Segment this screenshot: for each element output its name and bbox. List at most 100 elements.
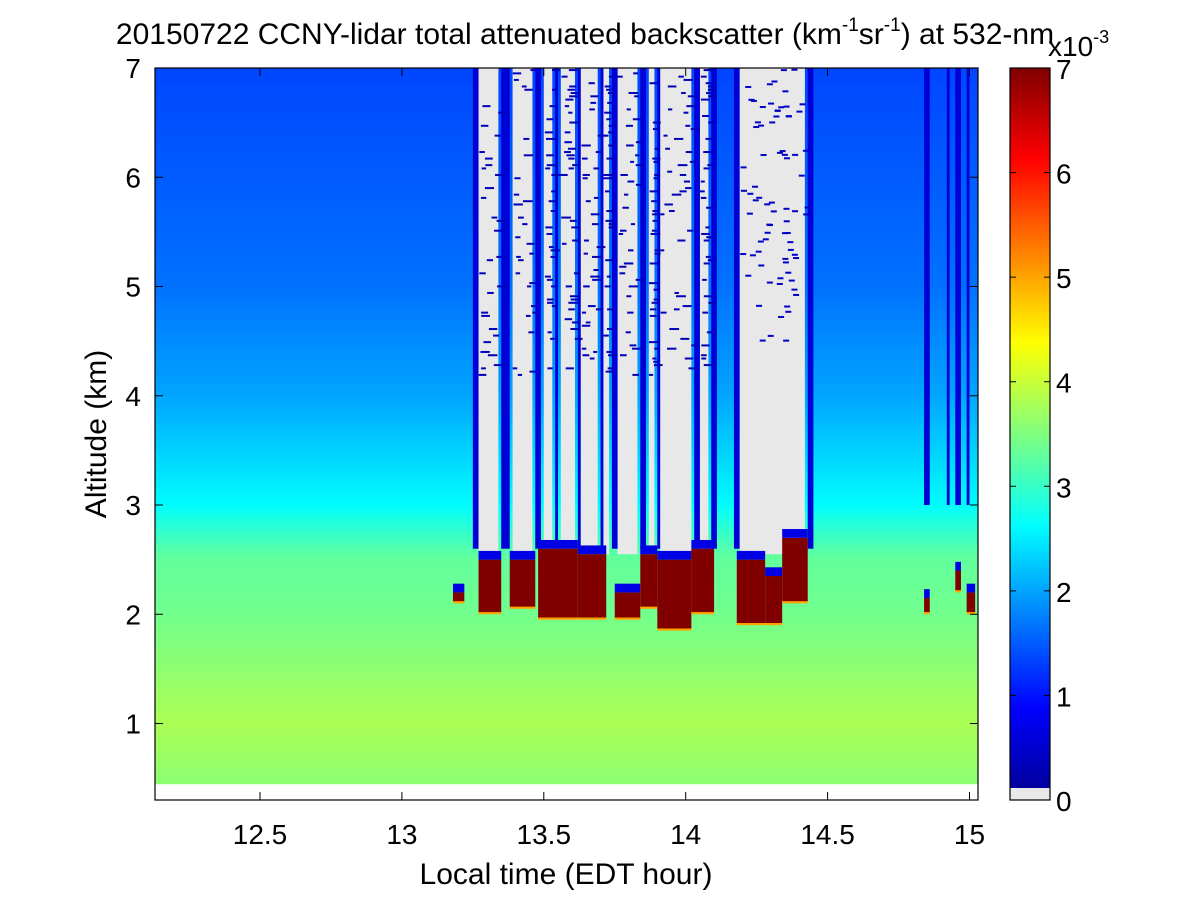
noise-dash	[484, 187, 495, 190]
noise-dash	[690, 128, 700, 131]
profile-band	[155, 690, 978, 697]
noise-dash	[652, 121, 661, 124]
cloud-base-edge	[691, 610, 715, 615]
noise-dash	[496, 219, 506, 222]
cloud-top-edge	[924, 589, 930, 598]
noise-dash	[607, 308, 616, 311]
profile-band	[155, 778, 978, 785]
noise-dash	[596, 246, 606, 249]
noise-dash	[774, 109, 781, 112]
noise-dash	[756, 196, 763, 199]
cloud-base-edge	[765, 621, 783, 626]
noise-dash	[522, 223, 528, 226]
noise-dash	[584, 239, 589, 242]
dark-blue-column	[733, 68, 740, 549]
colorbar-tick-label: 2	[1056, 577, 1072, 608]
noise-dash	[803, 213, 810, 216]
noise-dash	[526, 285, 532, 288]
noise-dash	[745, 274, 752, 277]
noise-dash	[779, 150, 786, 153]
title-suffix: ) at 532-nm	[901, 18, 1054, 51]
no-signal-column	[560, 68, 576, 555]
noise-dash	[653, 177, 659, 180]
noise-dash	[762, 238, 769, 241]
noise-dash	[546, 154, 554, 157]
no-signal-column	[543, 68, 553, 555]
noise-dash	[565, 367, 574, 370]
noise-dash	[546, 118, 554, 121]
noise-dash	[566, 154, 575, 157]
noise-dash	[581, 144, 591, 147]
noise-dash	[633, 72, 639, 75]
noise-dash	[590, 101, 597, 104]
noise-dash	[652, 357, 657, 360]
cloud-base-edge	[640, 605, 658, 609]
noise-dash	[654, 347, 659, 350]
noise-dash	[776, 282, 783, 285]
dark-blue-column	[955, 68, 961, 506]
noise-dash	[568, 301, 578, 304]
noise-dash	[684, 357, 694, 360]
noise-dash	[754, 121, 761, 124]
noise-dash	[481, 314, 490, 317]
noise-dash	[649, 190, 658, 193]
noise-dash	[652, 157, 661, 160]
cloud-base-edge	[657, 627, 692, 631]
noise-dash	[604, 134, 609, 137]
noise-dash	[585, 200, 591, 203]
noise-dash	[701, 354, 707, 357]
noise-dash	[604, 85, 611, 88]
noise-dash	[648, 341, 659, 344]
colorbar-tick-label: 0	[1056, 786, 1072, 817]
noise-dash	[652, 213, 659, 216]
noise-dash	[606, 118, 611, 121]
noise-dash	[667, 85, 677, 88]
noise-dash	[740, 253, 747, 256]
title-prefix: 20150722 CCNY-lidar total attenuated bac…	[116, 18, 842, 51]
noise-dash	[496, 255, 503, 258]
noise-dash	[544, 131, 553, 134]
noise-dash	[564, 141, 572, 144]
colorbar-no-signal-swatch	[1010, 788, 1050, 800]
noise-dash	[687, 95, 695, 98]
noise-dash	[804, 206, 811, 209]
cloud-base-edge	[955, 589, 961, 593]
no-signal-column	[603, 68, 610, 555]
noise-dash	[513, 193, 520, 196]
colorbar-scale-base: x10	[1048, 31, 1093, 62]
noise-dash	[589, 108, 595, 111]
noise-dash	[784, 305, 791, 308]
noise-dash	[491, 216, 498, 219]
noise-dash	[570, 92, 581, 95]
noise-dash	[677, 164, 688, 167]
noise-dash	[480, 124, 489, 127]
noise-dash	[699, 190, 705, 193]
noise-dash	[753, 126, 760, 129]
axes-frame	[154, 67, 979, 801]
noise-dash	[635, 154, 640, 157]
cloud-top-edge	[614, 583, 641, 593]
noise-dash	[654, 147, 660, 150]
noise-dash	[630, 160, 635, 163]
noise-dash	[595, 151, 602, 154]
cloud-top-edge	[736, 550, 766, 560]
noise-dash	[581, 157, 588, 160]
noise-dash	[668, 210, 675, 213]
noise-dash	[703, 151, 712, 154]
noise-dash	[515, 272, 521, 275]
noise-dash	[651, 301, 660, 304]
noise-dash	[561, 75, 568, 78]
y-tick-label: 6	[125, 162, 141, 193]
noise-dash	[679, 173, 687, 176]
noise-dash	[635, 164, 645, 167]
noise-dash	[604, 111, 612, 114]
noise-dash	[749, 254, 756, 257]
no-signal-column	[739, 68, 805, 555]
cloud-base-edge	[577, 616, 607, 620]
noise-dash	[792, 153, 799, 156]
cloud-layer	[577, 554, 607, 618]
y-tick-label: 2	[125, 599, 141, 630]
profile-band	[155, 668, 978, 675]
noise-dash	[660, 311, 667, 314]
noise-dash	[551, 190, 557, 193]
